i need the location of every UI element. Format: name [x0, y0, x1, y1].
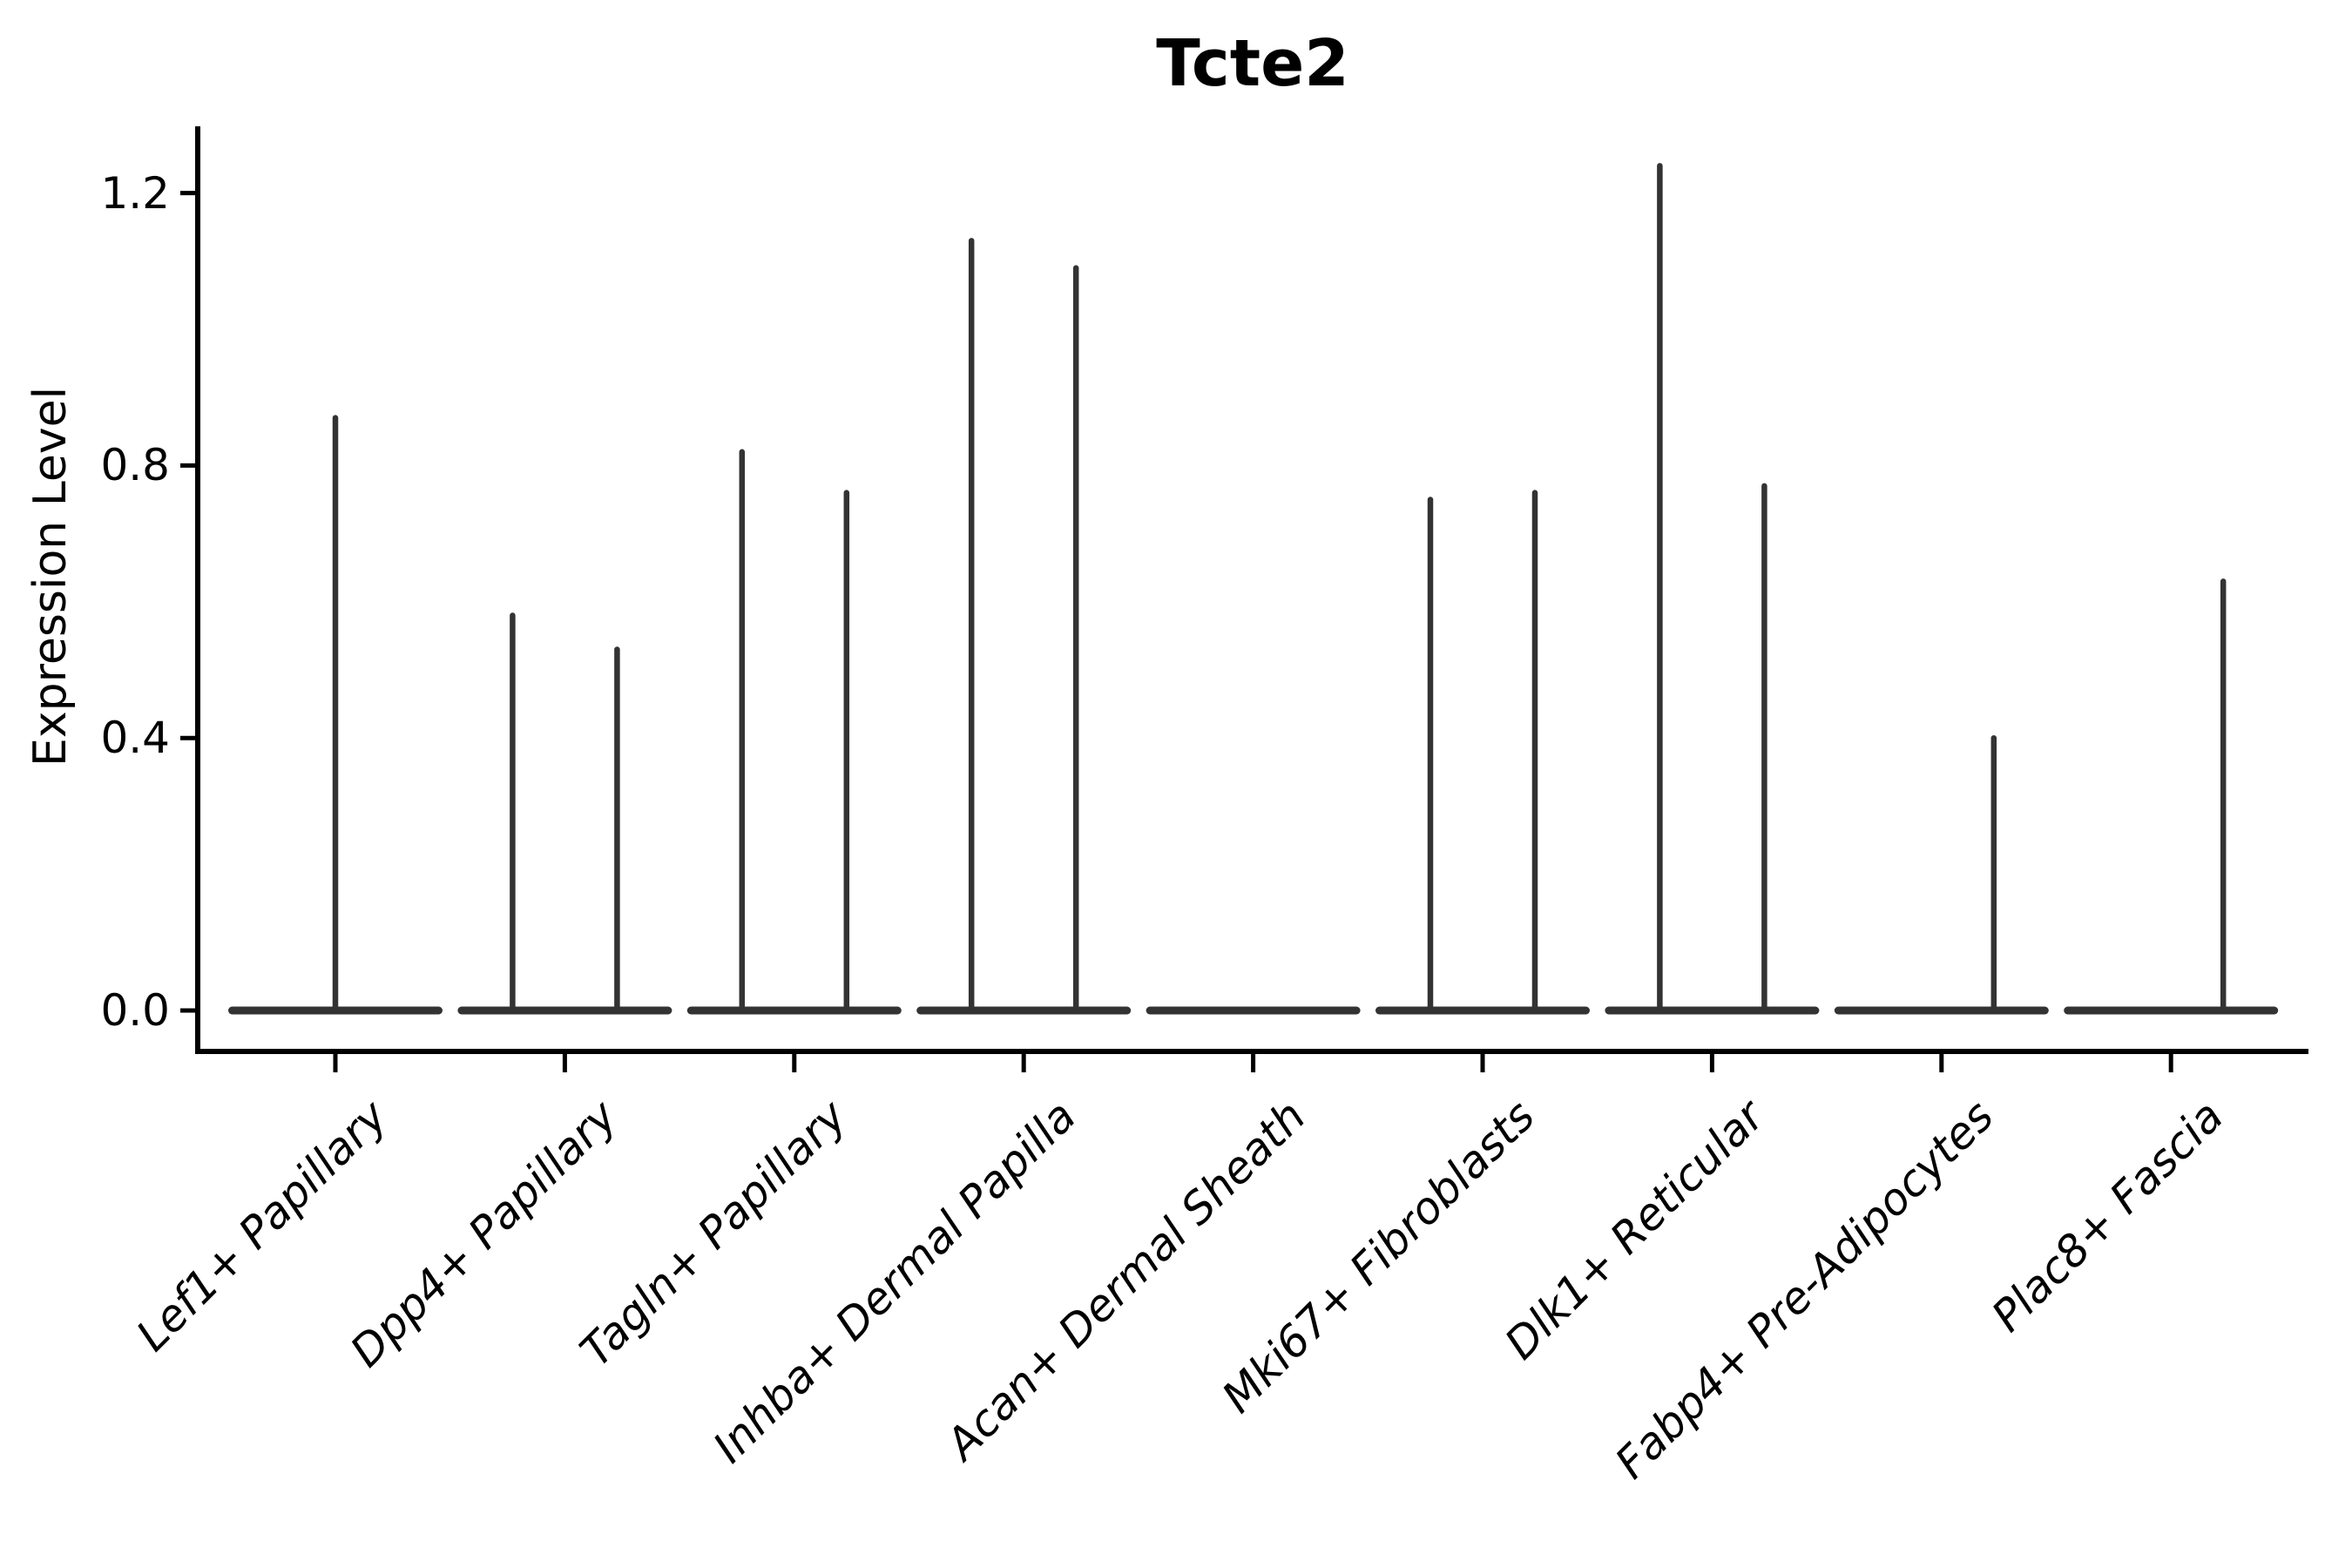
y-tick-label: 1.2	[100, 167, 170, 219]
y-tick-label: 0.0	[100, 985, 170, 1036]
y-tick-label: 0.4	[100, 713, 170, 764]
y-tick-label: 0.8	[100, 440, 170, 491]
chart-title: Tcte2	[1156, 26, 1349, 101]
